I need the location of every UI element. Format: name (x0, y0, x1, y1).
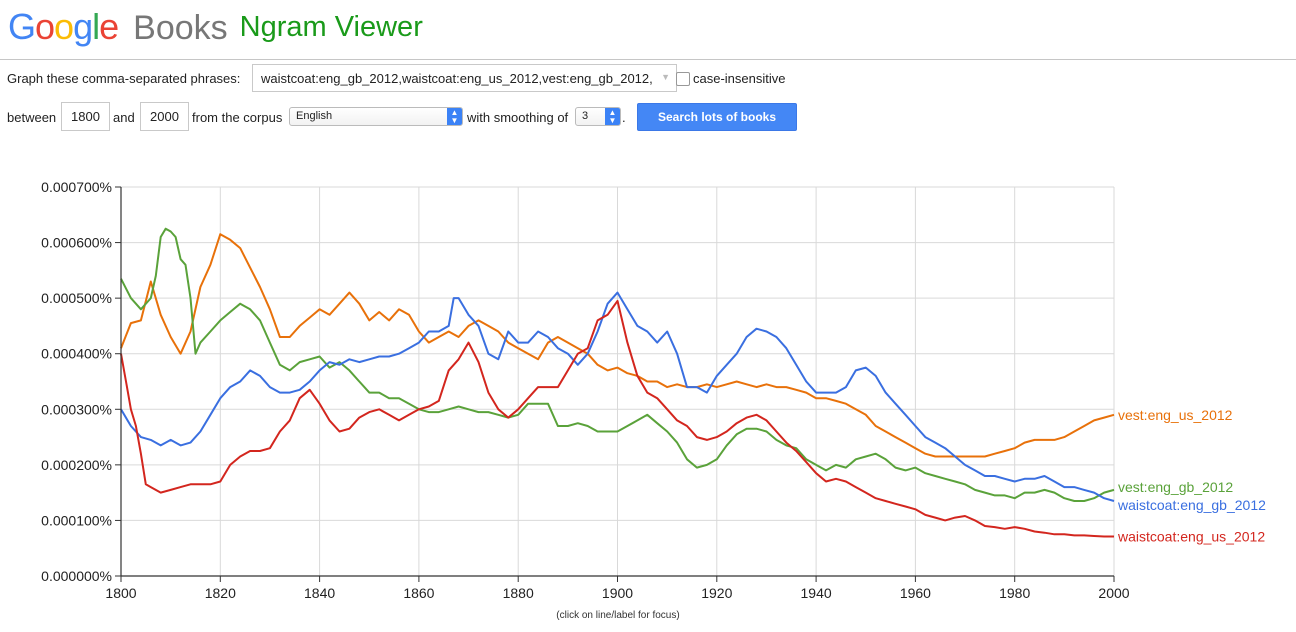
phrases-input[interactable]: waistcoat:eng_gb_2012,waistcoat:eng_us_2… (252, 64, 677, 92)
case-insensitive-checkbox[interactable] (676, 72, 690, 86)
phrases-label: Graph these comma-separated phrases: (7, 71, 241, 86)
logo-product: Books (133, 9, 228, 47)
series-line-waistcoat-eng-gb-2012[interactable] (120, 291, 1115, 502)
y-tick-label: 0.000500% (41, 290, 112, 306)
between-label: between (7, 110, 57, 125)
x-tick-label: 1860 (403, 585, 434, 601)
x-tick-label: 1840 (304, 585, 335, 601)
y-tick-label: 0.000100% (41, 512, 112, 528)
series-label-vest-eng-gb-2012[interactable]: vest:eng_gb_2012 (1118, 479, 1233, 495)
logo-brand: Google (8, 6, 119, 47)
series-line-waistcoat-eng-us-2012[interactable] (120, 299, 1114, 538)
x-tick-label: 1800 (105, 585, 136, 601)
corpus-value: English (296, 110, 333, 122)
period-label: . (622, 110, 626, 125)
series-label-waistcoat-eng-us-2012[interactable]: waistcoat:eng_us_2012 (1117, 529, 1265, 545)
x-axis-ticks: 1800 1820 1840 1860 1880 1900 1920 1940 1960 1980… (105, 576, 1130, 601)
ngram-chart: 0.000000% 0.000100% 0.000200% 0.000300% 0.00… (41, 179, 1266, 601)
y-tick-label: 0.000600% (41, 235, 112, 251)
x-tick-label: 1820 (205, 585, 236, 601)
start-year-input[interactable]: 1800 (61, 102, 110, 131)
smoothing-label: with smoothing of (467, 110, 569, 125)
corpus-select[interactable]: English ▲ ▼ (289, 107, 463, 126)
series-label-vest-eng-us-2012[interactable]: vest:eng_us_2012 (1118, 407, 1233, 423)
series-line-vest-eng-gb-2012[interactable] (120, 227, 1115, 502)
case-insensitive-label: case-insensitive (693, 71, 786, 86)
x-tick-label: 1980 (999, 585, 1030, 601)
x-tick-label: 1960 (900, 585, 931, 601)
chart-axes (120, 187, 1114, 577)
focus-hint: (click on line/label for focus) (556, 610, 680, 621)
select-spinner-icon: ▲ ▼ (605, 108, 620, 125)
y-axis-ticks: 0.000000% 0.000100% 0.000200% 0.000300% 0.00… (41, 179, 121, 584)
query-options-row: between 1800 and 2000 from the corpus En… (7, 102, 907, 132)
x-tick-label: 1940 (801, 585, 832, 601)
page-title: Ngram Viewer (239, 11, 423, 43)
and-label: and (113, 110, 135, 125)
search-button[interactable]: Search lots of books (637, 103, 797, 131)
series-line-vest-eng-us-2012[interactable] (120, 233, 1115, 458)
chart-grid (121, 186, 1115, 576)
series-labels[interactable]: vest:eng_us_2012 vest:eng_gb_2012 waistcoa… (1117, 407, 1266, 545)
x-tick-label: 1920 (701, 585, 732, 601)
select-spinner-icon: ▲ ▼ (447, 108, 462, 125)
end-year-input[interactable]: 2000 (140, 102, 189, 131)
x-tick-label: 2000 (1098, 585, 1129, 601)
series-label-waistcoat-eng-gb-2012[interactable]: waistcoat:eng_gb_2012 (1117, 497, 1266, 513)
dropdown-arrow-icon: ▼ (661, 72, 670, 82)
phrases-value: waistcoat:eng_gb_2012,waistcoat:eng_us_2… (261, 71, 653, 86)
y-tick-label: 0.000400% (41, 346, 112, 362)
y-tick-label: 0.000000% (41, 568, 112, 584)
header-divider (0, 59, 1296, 60)
google-books-logo[interactable]: Google Books Ngram Viewer (8, 6, 423, 52)
chart-series[interactable] (120, 227, 1115, 538)
smoothing-select[interactable]: 3 ▲ ▼ (575, 107, 621, 126)
x-tick-label: 1900 (602, 585, 633, 601)
y-tick-label: 0.000300% (41, 401, 112, 417)
y-tick-label: 0.000700% (41, 179, 112, 195)
corpus-label: from the corpus (192, 110, 283, 125)
x-tick-label: 1880 (503, 585, 534, 601)
smoothing-value: 3 (582, 110, 589, 122)
y-tick-label: 0.000200% (41, 457, 112, 473)
